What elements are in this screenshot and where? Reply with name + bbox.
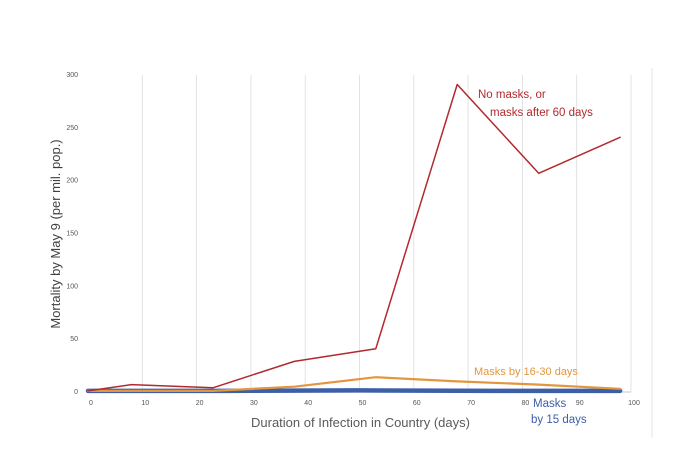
y-tick-label: 150 bbox=[66, 231, 78, 238]
x-tick-label: 60 bbox=[413, 400, 421, 407]
series-label-line: Masks by 16-30 days bbox=[474, 366, 578, 378]
series-label-layer: No masks, or masks after 60 days Masks by … bbox=[474, 89, 593, 426]
x-tick-label: 80 bbox=[522, 400, 530, 407]
series-line bbox=[86, 376, 622, 392]
x-tick-label: 90 bbox=[576, 400, 584, 407]
series-label-line: Masks bbox=[533, 398, 566, 410]
x-tick-label: 30 bbox=[250, 400, 258, 407]
series-label: No masks, or masks after 60 days bbox=[478, 89, 593, 119]
x-tick-label: 50 bbox=[359, 400, 367, 407]
y-tick-label: 200 bbox=[66, 178, 78, 185]
y-tick-label: 0 bbox=[74, 389, 78, 396]
x-axis-label: Duration of Infection in Country (days) bbox=[251, 415, 470, 430]
series-label: Masks by 16-30 days bbox=[474, 366, 578, 378]
y-tick-label: 50 bbox=[70, 336, 78, 343]
series-line bbox=[87, 83, 621, 392]
x-tick-label: 0 bbox=[89, 400, 93, 407]
x-tick-label: 20 bbox=[196, 400, 204, 407]
x-tick-label: 70 bbox=[467, 400, 475, 407]
y-axis-label: Mortality by May 9 (per mil. pop.) bbox=[48, 139, 63, 328]
x-tick-label: 40 bbox=[304, 400, 312, 407]
y-tick-label: 250 bbox=[66, 125, 78, 132]
y-tick-label: 100 bbox=[66, 283, 78, 290]
x-tick-label: 100 bbox=[628, 400, 640, 407]
x-tick-label: 10 bbox=[141, 400, 149, 407]
axis-layer: 0 10 20 30 40 50 60 70 80 90 100 0 50 100 150 200 250 300 bbox=[66, 72, 640, 407]
grid-layer bbox=[141, 75, 632, 392]
series-layer bbox=[85, 83, 623, 394]
series-label: Masks by 15 days bbox=[531, 398, 587, 426]
series-label-line: by 15 days bbox=[531, 414, 587, 426]
y-tick-label: 300 bbox=[66, 72, 78, 79]
series-label-line: No masks, or bbox=[478, 89, 546, 101]
series-label-line: masks after 60 days bbox=[490, 107, 593, 119]
